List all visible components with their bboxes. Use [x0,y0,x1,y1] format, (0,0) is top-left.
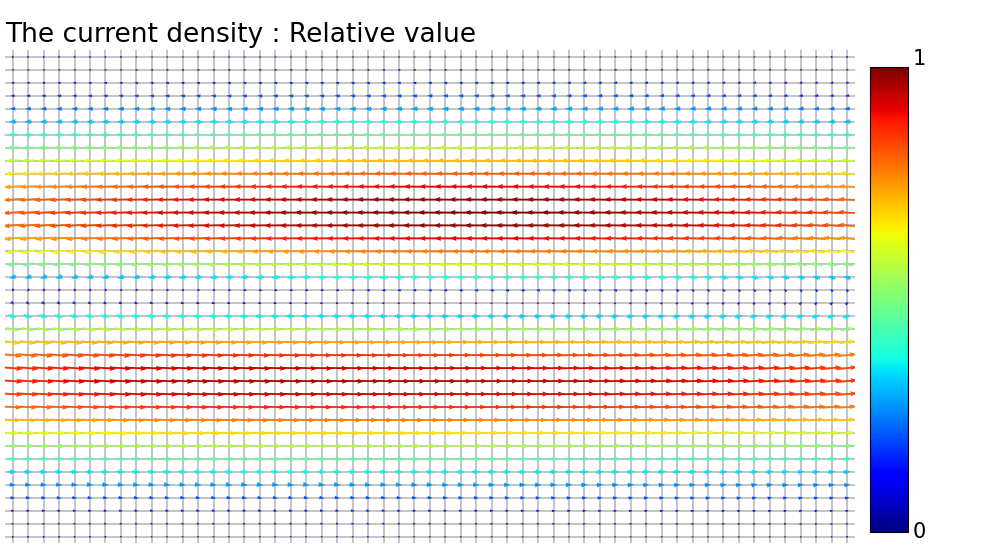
Text: The current density : Relative value: The current density : Relative value [5,22,476,48]
Text: 1: 1 [912,49,925,69]
Text: 0: 0 [912,522,925,542]
